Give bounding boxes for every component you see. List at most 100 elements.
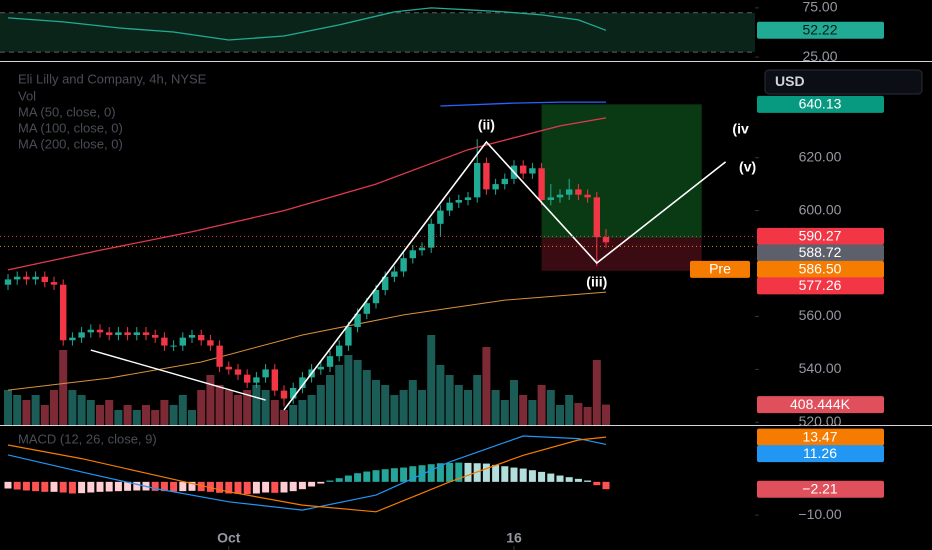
volume-bar	[77, 395, 86, 425]
macd-value-label-box	[757, 445, 884, 463]
candle-body	[409, 250, 416, 259]
volume-legend: Vol	[18, 88, 36, 103]
macd-line	[7, 436, 607, 513]
volume-bar	[528, 400, 537, 425]
histogram-bar	[335, 478, 343, 482]
candle-body	[170, 345, 177, 347]
histogram-bar	[547, 473, 555, 482]
x-tick-label: Oct	[217, 530, 241, 546]
volume-bar	[261, 390, 270, 425]
volume-bar	[252, 385, 261, 425]
price-label: 577.26	[799, 277, 842, 293]
histogram-bar	[32, 481, 40, 492]
candle-body	[32, 276, 39, 280]
volume-bar	[565, 395, 574, 425]
histogram-bar	[390, 468, 398, 482]
currency-button-box[interactable]	[764, 69, 923, 95]
volume-bar	[22, 400, 31, 425]
histogram-bar	[124, 481, 132, 491]
candle-body	[446, 202, 453, 211]
y-tick-label: 25.00	[802, 48, 837, 64]
wave-label: (iii)	[586, 274, 607, 290]
macd-value-label: 13.47	[802, 428, 837, 444]
y-tick-label: 75.00	[802, 0, 837, 15]
histogram-bar	[197, 481, 205, 492]
candle-body	[50, 282, 58, 285]
histogram-bar	[271, 481, 279, 493]
volume-bar	[68, 390, 77, 425]
candle-body	[538, 168, 545, 200]
volume-bar	[408, 380, 417, 425]
histogram-bar	[22, 481, 30, 491]
histogram-bar	[105, 481, 113, 492]
candle-body	[372, 290, 380, 304]
volume-bar	[40, 405, 49, 425]
histogram-bar	[455, 462, 463, 482]
volume-bar	[224, 390, 233, 425]
histogram-bar	[372, 470, 380, 482]
target-zone	[541, 104, 702, 239]
price-label: 590.27	[799, 228, 842, 244]
histogram-bar	[41, 481, 49, 492]
candle-body	[520, 165, 527, 174]
candle-body	[207, 340, 214, 346]
volume-bar	[280, 410, 288, 425]
histogram-bar	[381, 469, 389, 482]
moving-average	[440, 101, 606, 107]
currency-button[interactable]: USD	[764, 69, 923, 95]
volume-bar	[546, 390, 555, 425]
histogram-bar	[400, 467, 408, 482]
candle-body	[161, 337, 168, 346]
histogram-bar	[492, 464, 500, 482]
histogram-bar	[188, 481, 196, 491]
candle-body	[4, 279, 12, 285]
histogram-bar	[68, 481, 76, 494]
symbol-title: Eli Lilly and Company, 4h, NYSE	[18, 71, 207, 86]
volume-bar	[243, 390, 252, 425]
volume-bar	[160, 400, 169, 425]
ma-legend: MA (100, close, 0)	[18, 120, 123, 135]
volume-bar	[537, 385, 546, 425]
candle-body	[501, 178, 508, 185]
candle-body	[363, 303, 370, 314]
histogram-bar	[317, 481, 325, 484]
candle-body	[317, 366, 324, 370]
volume-bar	[234, 395, 242, 425]
candle-body	[188, 335, 196, 338]
volume-bar	[289, 405, 298, 425]
volume-bar	[335, 365, 344, 425]
histogram-bar	[556, 475, 564, 482]
candle-body	[69, 337, 76, 341]
y-tick-label: 560.00	[799, 307, 842, 323]
candle-body	[593, 197, 600, 238]
volume-bar	[464, 390, 472, 425]
candle-body	[299, 377, 306, 388]
histogram-bar	[252, 481, 260, 494]
histogram-bar	[409, 466, 417, 482]
histogram-bar	[179, 481, 187, 492]
volume-value-label: 408.444K	[790, 396, 851, 412]
histogram-bar	[225, 481, 233, 494]
histogram-bar	[574, 478, 582, 482]
volume-bar	[399, 390, 408, 425]
volume-bar	[362, 370, 371, 425]
volume-bar	[4, 390, 12, 425]
candle-body	[244, 374, 251, 383]
currency-label[interactable]: USD	[775, 73, 805, 89]
candle-body	[280, 390, 288, 399]
trend-line	[90, 349, 266, 401]
candle-body	[336, 345, 343, 357]
histogram-bar	[262, 481, 270, 493]
histogram-bar	[151, 481, 159, 491]
candle-body	[547, 197, 554, 200]
volume-bar	[132, 410, 141, 425]
candle-body	[198, 335, 205, 341]
candle-body	[492, 184, 499, 190]
volume-bar	[151, 410, 160, 425]
macd-line	[7, 435, 607, 511]
macd-value-label-box	[757, 428, 884, 446]
histogram-bar	[446, 462, 454, 482]
histogram-bar	[427, 464, 435, 482]
volume-bar	[519, 395, 528, 425]
